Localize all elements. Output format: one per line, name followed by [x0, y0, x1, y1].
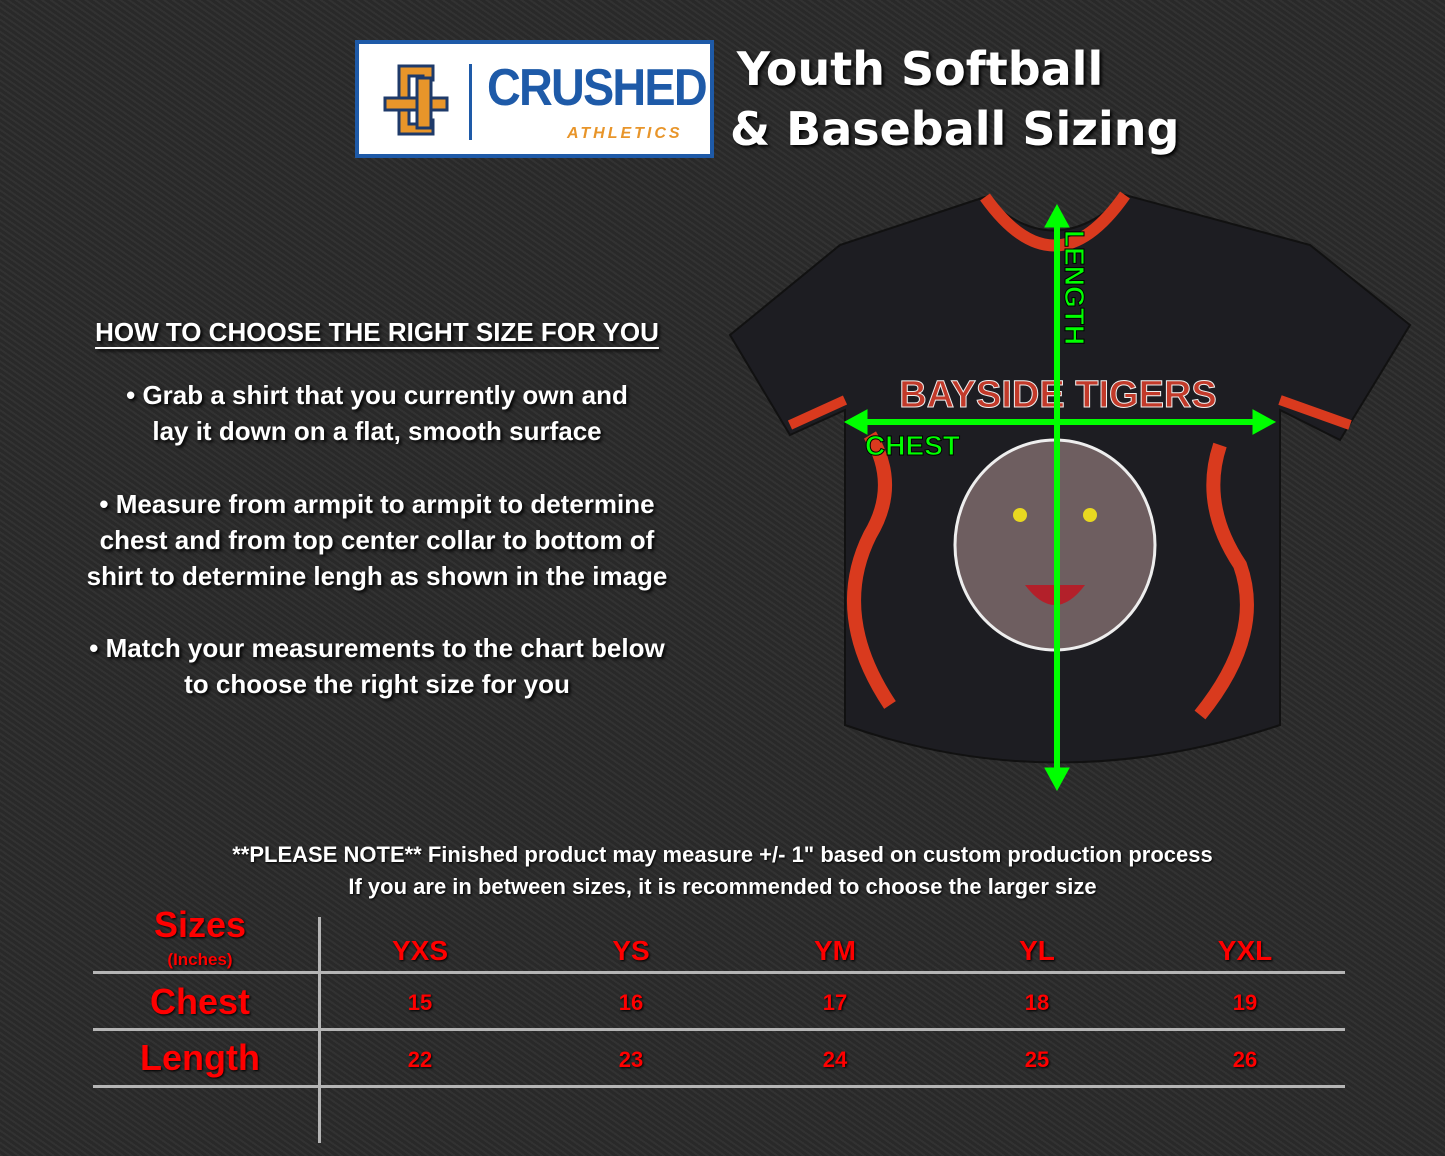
brand-subtitle: ATHLETICS — [567, 125, 683, 142]
jersey-piping-left — [847, 431, 896, 709]
brand-logo: CRUSHED ATHLETICS — [355, 40, 714, 158]
page-title-line1: Youth Softball — [736, 42, 1104, 96]
units-label: (Inches) — [167, 950, 233, 969]
sizes-header: Sizes — [153, 904, 247, 945]
logo-divider — [469, 64, 472, 140]
size-header-yl: YL — [1019, 935, 1055, 966]
chest-value: 16 — [618, 990, 644, 1015]
text-line: to choose the right size for you — [184, 669, 570, 699]
size-header-yxl: YXL — [1217, 935, 1273, 966]
chest-value: 19 — [1232, 990, 1258, 1015]
length-value: 22 — [407, 1047, 433, 1072]
text-line: lay it down on a flat, smooth surface — [152, 416, 602, 446]
length-value: 25 — [1024, 1047, 1050, 1072]
table-divider — [93, 1028, 1345, 1031]
text-line: shirt to determine lengh as shown in the… — [86, 561, 668, 591]
text-line: • Match your measurements to the chart b… — [89, 633, 665, 663]
length-arrow — [1044, 203, 1070, 792]
length-value: 24 — [822, 1047, 848, 1072]
chest-label: CHEST — [865, 430, 960, 461]
size-header-ym: YM — [814, 935, 856, 966]
length-label: LENGTH — [1059, 230, 1090, 345]
page-title-line2: & Baseball Sizing — [730, 102, 1180, 156]
jersey-piping-right — [1194, 442, 1254, 720]
chest-value: 17 — [822, 990, 848, 1015]
row-label-chest: Chest — [149, 981, 251, 1022]
text-line: • Grab a shirt that you currently own an… — [126, 380, 628, 410]
chest-arrow — [843, 409, 1277, 435]
jersey-sleeve-trim-left — [787, 395, 848, 430]
row-label-length: Length — [140, 1037, 260, 1078]
chest-value: 18 — [1024, 990, 1050, 1015]
size-header-ys: YS — [612, 935, 650, 966]
sizing-recommendation: If you are in between sizes, it is recom… — [348, 874, 1097, 899]
length-value: 26 — [1232, 1047, 1258, 1072]
monogram-logo-icon — [383, 64, 449, 136]
production-note: **PLEASE NOTE** Finished product may mea… — [232, 842, 1213, 867]
length-value: 23 — [618, 1047, 644, 1072]
instruction-bullet-1: • Grab a shirt that you currently own an… — [40, 377, 714, 449]
text-line: • Measure from armpit to armpit to deter… — [99, 489, 655, 519]
jersey-sleeve-trim-right — [1278, 395, 1352, 430]
text-line: chest and from top center collar to bott… — [99, 525, 655, 555]
instructions-heading: HOW TO CHOOSE THE RIGHT SIZE FOR YOU — [95, 317, 659, 347]
jersey-illustration: BAYSIDE TIGERS LENGTH CHEST — [728, 191, 1412, 792]
table-divider — [93, 1085, 1345, 1088]
chest-value: 15 — [407, 990, 433, 1015]
instruction-bullet-3: • Match your measurements to the chart b… — [40, 630, 714, 702]
table-column-divider — [318, 917, 321, 1143]
size-header-yxs: YXS — [391, 935, 449, 966]
table-divider — [93, 971, 1345, 974]
instruction-bullet-2: • Measure from armpit to armpit to deter… — [40, 486, 714, 594]
brand-name: CRUSHED — [487, 59, 708, 117]
